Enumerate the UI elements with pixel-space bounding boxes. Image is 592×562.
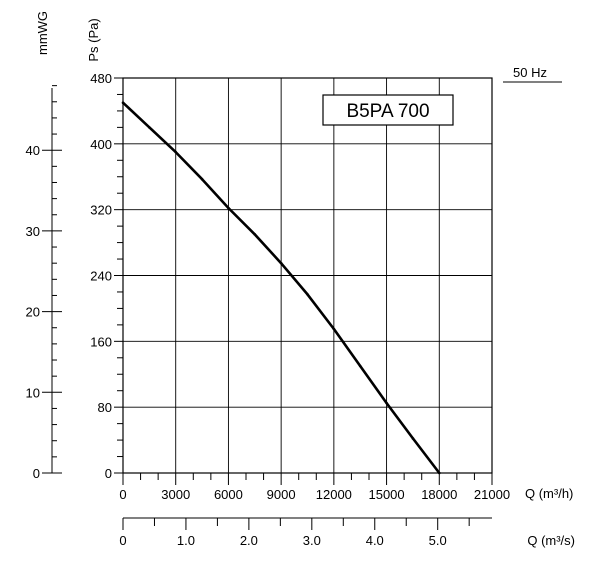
pressure-curve-point [279, 261, 283, 265]
pressure-curve-point [437, 471, 441, 475]
model-label: B5PA 700 [346, 101, 429, 122]
pressure-curve-point [174, 150, 178, 154]
pressure-curve-point [253, 233, 257, 236]
pressure-curve-point [121, 101, 125, 104]
y-secondary-tick-label: 20 [26, 305, 40, 320]
y-tick-label: 480 [90, 71, 112, 86]
x-tick-label: 3000 [161, 487, 190, 502]
y-secondary-tick-label: 0 [33, 466, 40, 481]
y-tick-label: 320 [90, 203, 112, 218]
y-tick-label: 0 [105, 466, 112, 481]
chart-grid [122, 77, 493, 474]
pressure-curve-point [227, 206, 230, 210]
x-tick-label: 12000 [316, 487, 352, 502]
pressure-curve-point [306, 293, 309, 296]
x-tick-label: 18000 [421, 487, 457, 502]
x-tick-label: 9000 [267, 487, 296, 502]
x-tick-label: 6000 [214, 487, 243, 502]
pressure-curve-point [148, 126, 151, 129]
x-secondary-tick-label: 3.0 [303, 533, 321, 548]
y-secondary-axis-title: mmWG [35, 11, 50, 55]
y-axis-title: Ps (Pa) [86, 18, 101, 61]
pressure-curve-point [385, 401, 388, 405]
y-secondary-tick-label: 40 [26, 143, 40, 158]
frequency-label-group: 50 Hz [503, 65, 562, 83]
x-secondary-tick-label: 0 [119, 533, 126, 548]
x-axis-title: Q (m³/h) [525, 486, 573, 501]
x-secondary-tick-label: 4.0 [366, 533, 384, 548]
pressure-curve-point [200, 177, 204, 181]
x-secondary-tick-label: 1.0 [177, 533, 195, 548]
x-secondary-tick-label: 5.0 [429, 533, 447, 548]
y-secondary-tick-label: 10 [26, 385, 40, 400]
pressure-curve-point [332, 327, 336, 331]
x-tick-label: 15000 [368, 487, 404, 502]
pressure-curve-point [411, 437, 415, 440]
x-tick-label: 0 [119, 487, 126, 502]
pressure-curve-point [358, 364, 362, 368]
y-secondary-tick-label: 30 [26, 224, 40, 239]
y-tick-label: 160 [90, 334, 112, 349]
x-tick-label: 21000 [474, 487, 510, 502]
chart-curve-layer [121, 101, 441, 475]
y-tick-label: 80 [98, 400, 112, 415]
frequency-label: 50 Hz [513, 65, 547, 80]
y-tick-label: 240 [90, 269, 112, 284]
x-secondary-tick-label: 2.0 [240, 533, 258, 548]
x-secondary-axis-title: Q (m³/s) [527, 533, 575, 548]
y-tick-label: 400 [90, 137, 112, 152]
model-label-box: B5PA 700 [322, 94, 454, 126]
